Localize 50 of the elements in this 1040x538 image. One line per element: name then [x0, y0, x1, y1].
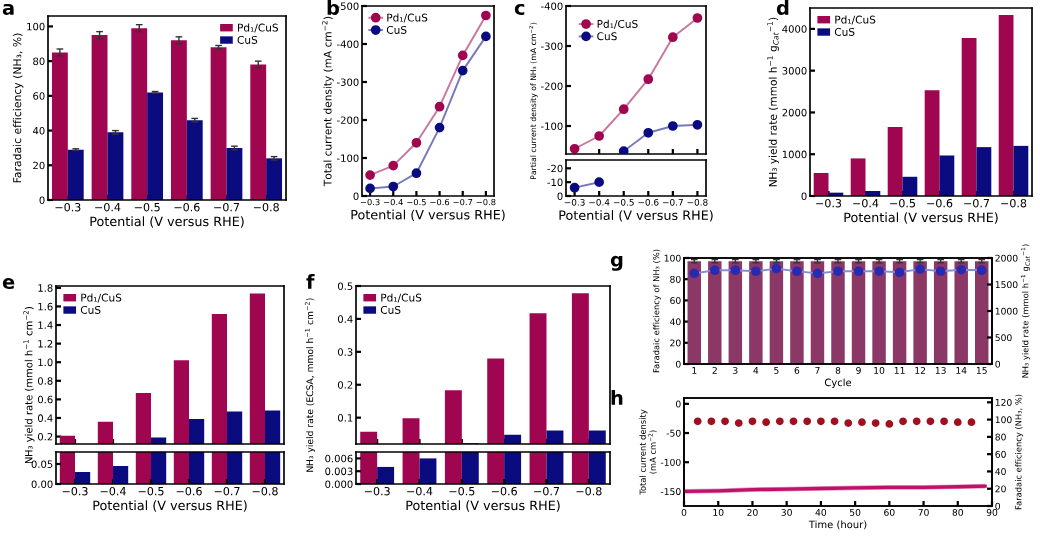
bar [170, 40, 187, 200]
bar [998, 15, 1014, 196]
point [434, 101, 445, 112]
chart-title: b [327, 0, 340, 16]
point [434, 122, 445, 133]
point [388, 181, 399, 192]
point [692, 119, 703, 130]
point [481, 31, 491, 42]
bar [210, 47, 227, 200]
point [457, 65, 468, 76]
point [667, 121, 678, 131]
bar [961, 38, 977, 196]
bar [813, 173, 829, 196]
bar [107, 132, 124, 200]
bar [266, 158, 283, 200]
point [643, 127, 654, 138]
bar [250, 64, 267, 200]
bar [67, 149, 84, 200]
bar [91, 35, 108, 200]
chart-title: d [776, 0, 789, 16]
point [481, 10, 491, 21]
chart-title: g [610, 255, 623, 271]
point [569, 143, 580, 154]
chart-title: e [2, 277, 15, 290]
point [388, 160, 399, 171]
bar [226, 147, 243, 200]
point [667, 32, 678, 43]
chart-title: h [611, 390, 623, 405]
point [365, 170, 375, 180]
point [643, 74, 654, 85]
bar [850, 158, 866, 196]
bar [976, 147, 992, 196]
bar [186, 120, 203, 200]
point [594, 131, 605, 141]
point [692, 13, 703, 23]
bar [1013, 145, 1029, 196]
point [365, 183, 375, 194]
bar [147, 92, 164, 200]
bar [131, 28, 148, 200]
point [618, 104, 629, 115]
chart-title: f [306, 274, 315, 289]
bar [939, 155, 955, 196]
bar [924, 90, 940, 196]
bar [887, 127, 903, 196]
point [411, 137, 422, 148]
point [457, 50, 468, 61]
chart-title: a [2, 3, 14, 16]
point [411, 168, 422, 179]
bar [51, 52, 68, 200]
chart-title: c [514, 3, 525, 16]
